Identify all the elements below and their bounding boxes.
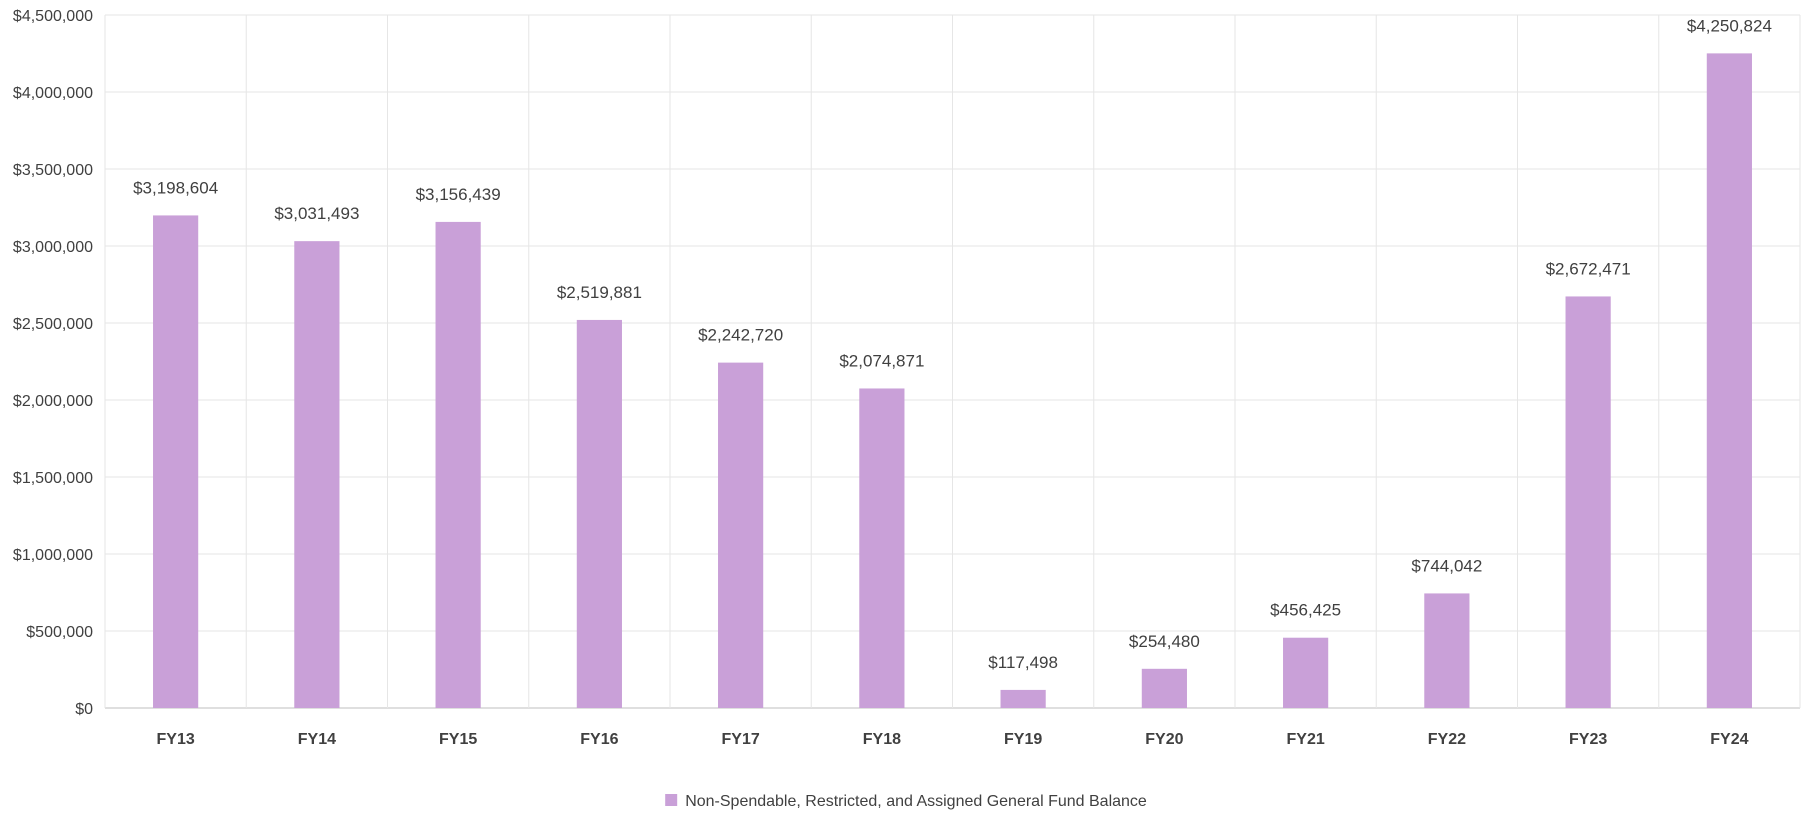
data-label-fy19: $117,498 xyxy=(988,653,1058,672)
data-label-fy22: $744,042 xyxy=(1411,556,1482,575)
x-tick-label-fy15: FY15 xyxy=(439,731,477,748)
data-label-fy14: $3,031,493 xyxy=(274,204,359,223)
data-label-fy16: $2,519,881 xyxy=(557,283,642,302)
data-label-fy13: $3,198,604 xyxy=(133,178,218,197)
y-axis-tick-labels: $0 $500,000 $1,000,000 $1,500,000 $2,000,000… xyxy=(13,8,93,718)
bar-fy17 xyxy=(718,362,764,708)
data-label-fy15: $3,156,439 xyxy=(416,185,501,204)
legend-swatch xyxy=(665,794,678,806)
legend-label: Non-Spendable, Restricted, and Assigned … xyxy=(685,793,1147,810)
x-tick-label-fy14: FY14 xyxy=(298,731,336,748)
bar-fy22 xyxy=(1424,593,1470,708)
bar-fy15 xyxy=(435,221,481,709)
y-tick-label: $2,000,000 xyxy=(13,393,93,410)
y-tick-label: $3,000,000 xyxy=(13,239,93,256)
x-tick-label-fy24: FY24 xyxy=(1710,731,1748,748)
data-labels: $3,198,604 $3,031,493 $3,156,439 $2,519,881… xyxy=(133,16,1772,672)
bar-fy19 xyxy=(1000,689,1046,708)
data-label-fy17: $2,242,720 xyxy=(698,326,783,345)
bar-fy13 xyxy=(153,215,199,708)
y-tick-label: $4,000,000 xyxy=(13,85,93,102)
data-label-fy24: $4,250,824 xyxy=(1687,16,1772,35)
x-tick-label-fy18: FY18 xyxy=(863,731,901,748)
bar-fy18 xyxy=(859,388,905,708)
x-tick-label-fy16: FY16 xyxy=(580,731,618,748)
y-tick-label: $1,000,000 xyxy=(13,547,93,564)
data-label-fy23: $2,672,471 xyxy=(1546,259,1631,278)
y-tick-label: $500,000 xyxy=(26,624,93,641)
bar-fy24 xyxy=(1706,53,1752,708)
gridlines xyxy=(104,14,1801,709)
x-tick-label-fy13: FY13 xyxy=(157,731,195,748)
data-label-fy20: $254,480 xyxy=(1129,632,1200,651)
bar-fy23 xyxy=(1565,296,1611,708)
x-tick-label-fy23: FY23 xyxy=(1569,731,1607,748)
x-tick-label-fy20: FY20 xyxy=(1145,731,1183,748)
x-axis-tick-labels: FY13 FY14 FY15 FY16 FY17 FY18 FY19 FY20 FY21 FY22… xyxy=(157,731,1749,748)
bars xyxy=(153,53,1752,709)
bar-fy14 xyxy=(294,241,340,708)
y-tick-label: $2,500,000 xyxy=(13,316,93,333)
bar-fy20 xyxy=(1141,668,1187,708)
legend: Non-Spendable, Restricted, and Assigned … xyxy=(665,793,1147,810)
y-tick-label: $4,500,000 xyxy=(13,8,93,25)
data-label-fy21: $456,425 xyxy=(1270,601,1341,620)
x-tick-label-fy22: FY22 xyxy=(1428,731,1466,748)
data-label-fy18: $2,074,871 xyxy=(839,351,924,370)
y-tick-label: $3,500,000 xyxy=(13,162,93,179)
y-tick-label: $0 xyxy=(75,701,93,718)
x-tick-label-fy17: FY17 xyxy=(722,731,760,748)
bar-fy21 xyxy=(1283,637,1329,708)
x-tick-label-fy19: FY19 xyxy=(1004,731,1042,748)
x-tick-label-fy21: FY21 xyxy=(1287,731,1325,748)
y-tick-label: $1,500,000 xyxy=(13,470,93,487)
bar-fy16 xyxy=(576,319,622,708)
